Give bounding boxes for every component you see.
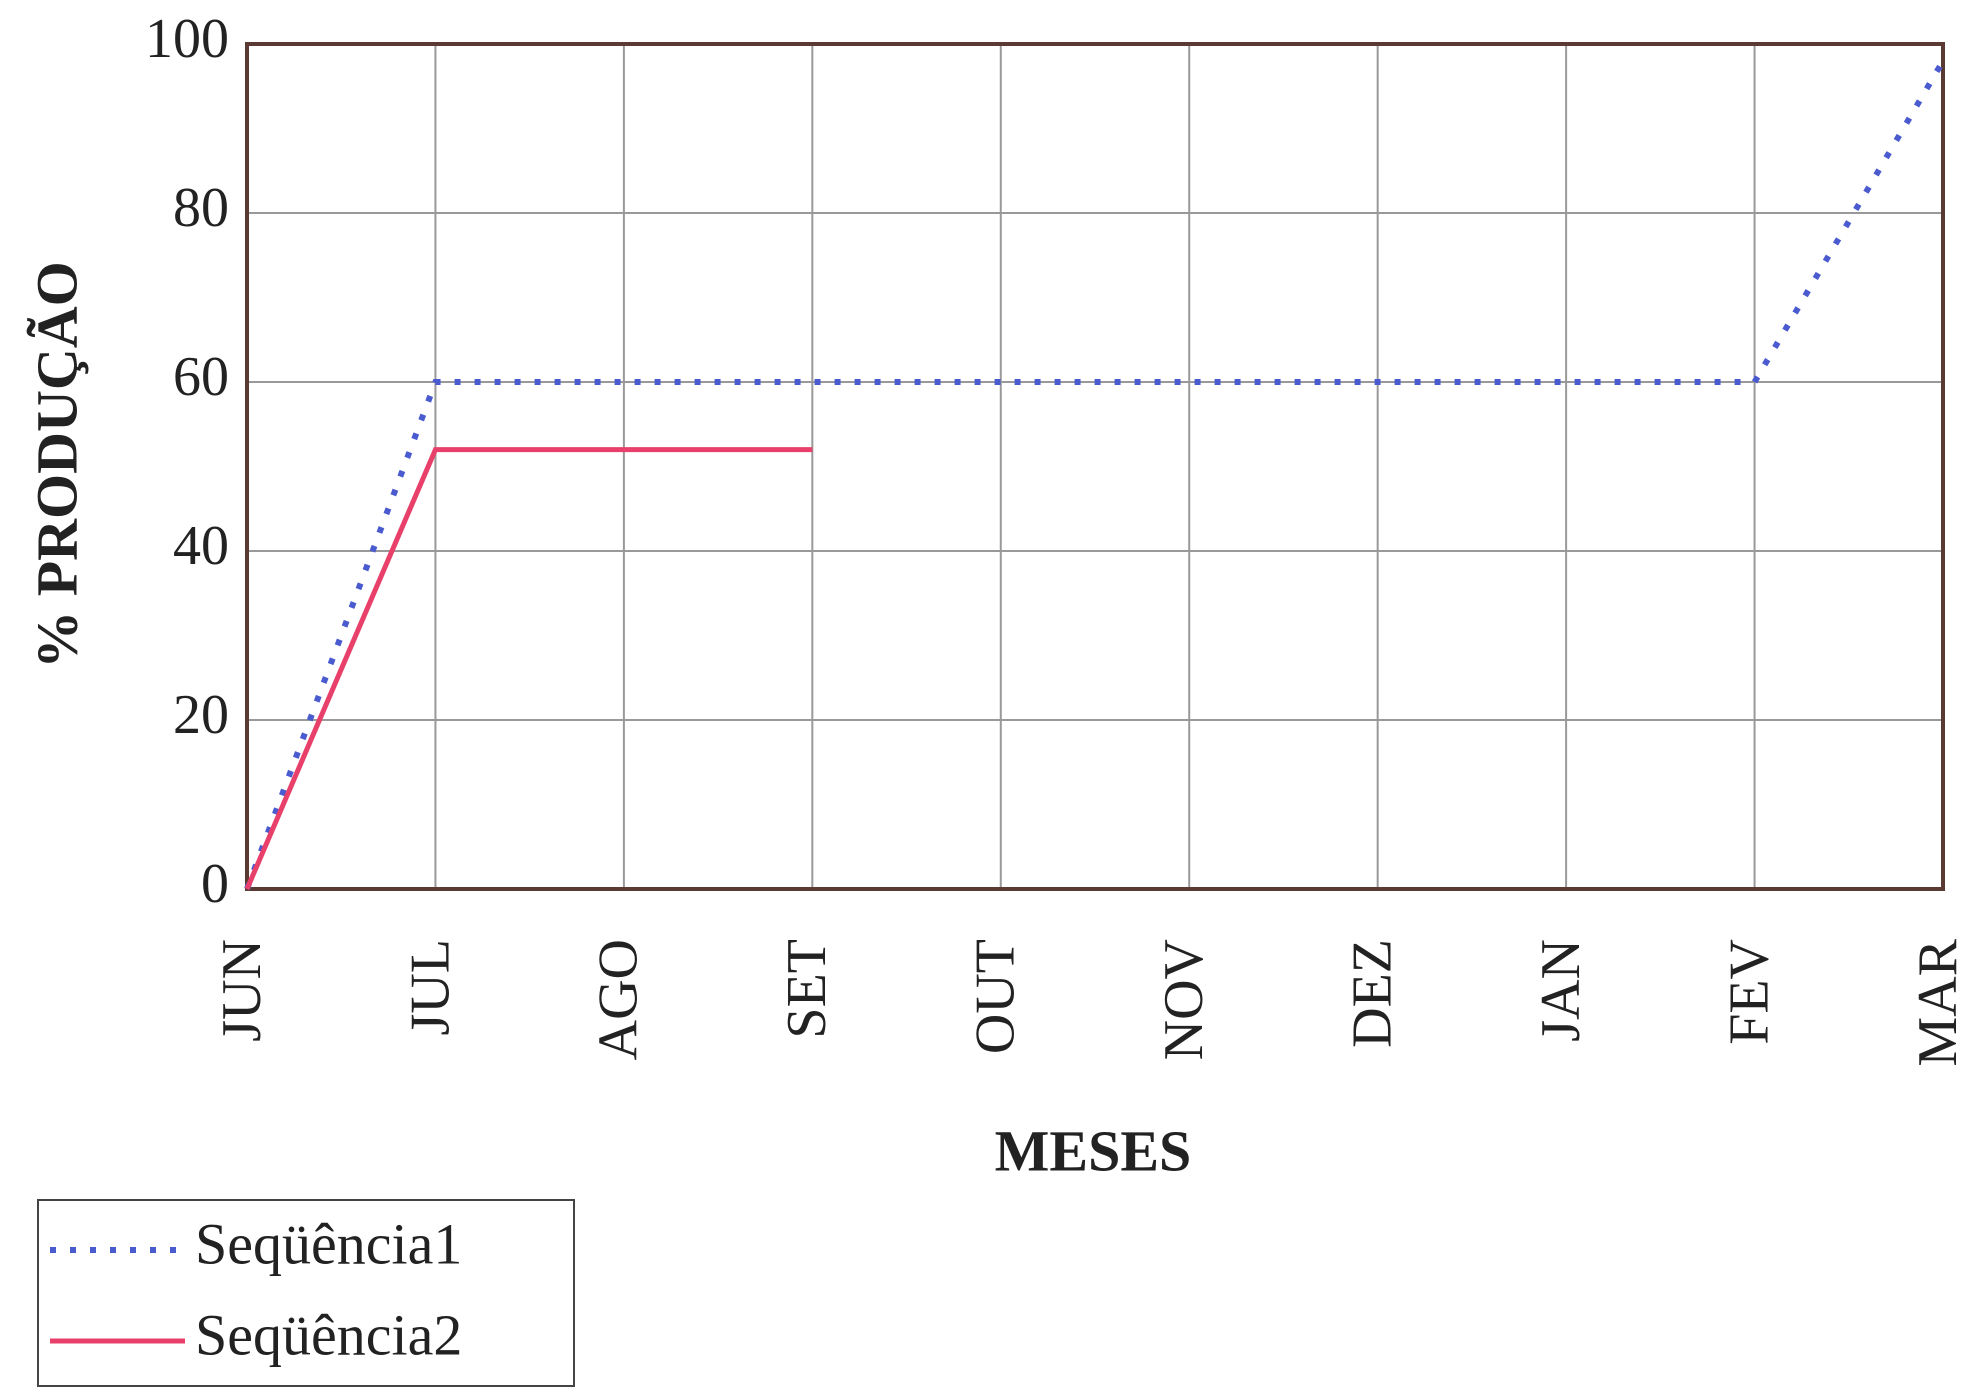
y-tick-label: 100 — [145, 8, 229, 70]
y-tick-label: 0 — [201, 853, 229, 915]
plot-frame — [245, 42, 1945, 891]
y-tick-label: 60 — [173, 346, 229, 408]
x-tick-label: MAR — [1907, 938, 1969, 1066]
y-tick-label: 20 — [173, 684, 229, 746]
x-tick-label: JUN — [211, 939, 273, 1042]
x-axis-title: MESES — [995, 1118, 1192, 1183]
x-tick-label: DEZ — [1342, 939, 1404, 1048]
legend-label: Seqüência1 — [195, 1211, 462, 1276]
x-tick-label: JAN — [1530, 939, 1592, 1042]
legend-box — [37, 1199, 575, 1387]
x-tick-label: AGO — [588, 939, 650, 1060]
x-tick-label: OUT — [965, 939, 1027, 1054]
y-axis-title: % PRODUÇÃO — [24, 261, 89, 669]
x-tick-label: SET — [776, 939, 838, 1039]
series-line — [244, 59, 1946, 891]
x-tick-label: JUL — [399, 939, 461, 1035]
y-tick-label: 80 — [173, 177, 229, 239]
series-line — [244, 447, 813, 890]
legend-label: Seqüência2 — [195, 1302, 462, 1367]
x-tick-label: NOV — [1153, 939, 1215, 1060]
x-tick-label: FEV — [1718, 939, 1780, 1045]
y-tick-label: 40 — [173, 515, 229, 577]
